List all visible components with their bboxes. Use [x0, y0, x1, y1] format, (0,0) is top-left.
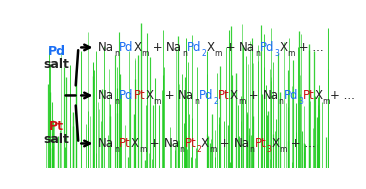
Text: m: m [153, 97, 161, 106]
Text: Pt: Pt [119, 137, 131, 150]
Text: + ...: + ... [295, 41, 324, 54]
Text: n: n [114, 145, 119, 154]
Text: X: X [134, 41, 142, 54]
Text: +: + [216, 137, 234, 150]
Text: 2: 2 [202, 49, 206, 58]
Text: 3: 3 [266, 145, 271, 154]
Text: Na: Na [263, 89, 279, 102]
Text: n: n [279, 97, 284, 106]
Text: m: m [238, 97, 245, 106]
Text: X: X [206, 41, 214, 54]
Text: 2: 2 [196, 145, 201, 154]
Text: Pt: Pt [184, 137, 196, 150]
Text: X: X [131, 137, 139, 150]
Text: Pd: Pd [260, 41, 274, 54]
Text: Na: Na [167, 41, 182, 54]
Text: X: X [271, 137, 279, 150]
Text: Na: Na [98, 89, 114, 102]
Text: Pt: Pt [303, 89, 315, 102]
Text: Pd: Pd [119, 89, 134, 102]
Text: +: + [146, 137, 164, 150]
Text: Na: Na [98, 41, 114, 54]
Text: m: m [323, 97, 330, 106]
Text: X: X [280, 41, 287, 54]
Text: m: m [209, 145, 216, 154]
Text: +: + [161, 89, 178, 102]
Text: m: m [287, 49, 295, 58]
Text: X: X [201, 137, 209, 150]
Text: n: n [180, 145, 184, 154]
Text: Pt: Pt [134, 89, 145, 102]
Text: Na: Na [98, 137, 114, 150]
Text: 3: 3 [298, 97, 303, 106]
Text: m: m [279, 145, 287, 154]
Text: X: X [145, 89, 153, 102]
Text: Pd: Pd [48, 45, 66, 58]
Text: Pd: Pd [187, 41, 202, 54]
Text: X: X [315, 89, 323, 102]
Text: +: + [222, 41, 239, 54]
Text: Pd: Pd [284, 89, 298, 102]
Text: +: + [245, 89, 263, 102]
Text: n: n [255, 49, 260, 58]
Text: Pd: Pd [199, 89, 213, 102]
Text: Pt: Pt [49, 119, 64, 132]
Text: n: n [114, 49, 119, 58]
Text: n: n [194, 97, 199, 106]
Text: 3: 3 [274, 49, 280, 58]
Text: Pt: Pt [255, 137, 266, 150]
Text: m: m [142, 49, 149, 58]
Text: 2: 2 [213, 97, 218, 106]
Text: salt: salt [44, 58, 70, 71]
Text: Na: Na [178, 89, 194, 102]
Text: + ...: + ... [330, 89, 355, 102]
Text: +: + [149, 41, 167, 54]
Text: n: n [182, 49, 187, 58]
Text: Na: Na [164, 137, 180, 150]
Text: + ...: + ... [287, 137, 315, 150]
Text: m: m [139, 145, 146, 154]
Text: Na: Na [234, 137, 250, 150]
Text: Na: Na [239, 41, 255, 54]
Text: Pt: Pt [218, 89, 230, 102]
Text: n: n [250, 145, 255, 154]
Text: salt: salt [44, 133, 70, 146]
Text: m: m [214, 49, 222, 58]
Text: X: X [230, 89, 238, 102]
Text: Pd: Pd [119, 41, 134, 54]
Text: n: n [114, 97, 119, 106]
